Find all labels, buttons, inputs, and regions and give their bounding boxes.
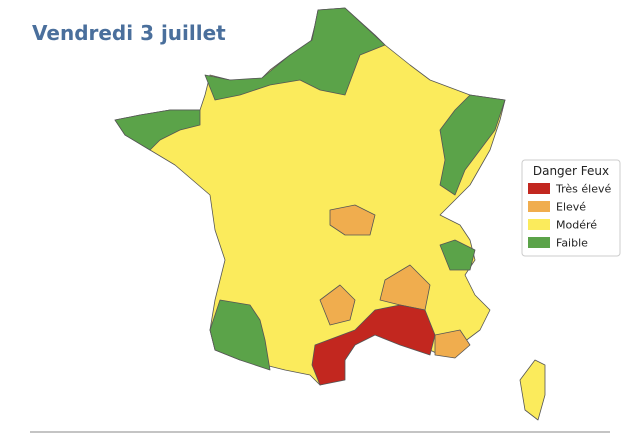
- region: [319, 284, 356, 326]
- france: [114, 7, 546, 421]
- legend-swatch: [528, 201, 550, 212]
- region: [114, 109, 201, 151]
- legend-swatch: [528, 237, 550, 248]
- legend: Danger Feux Très élevé Elevé Modéré Faible: [521, 159, 621, 257]
- region: [311, 304, 436, 386]
- legend-label: Très élevé: [555, 183, 611, 196]
- legend-title: Danger Feux: [533, 164, 609, 178]
- region: [434, 329, 471, 359]
- legend-swatch: [528, 183, 550, 194]
- region: [209, 299, 271, 371]
- region: [204, 7, 386, 101]
- legend-swatch: [528, 219, 550, 230]
- legend-label: Faible: [556, 237, 588, 250]
- title: Vendredi 3 juillet: [32, 21, 226, 45]
- region: [519, 359, 546, 421]
- region: [329, 204, 376, 236]
- region: [439, 94, 506, 196]
- region: [439, 239, 476, 271]
- legend-label: Elevé: [556, 201, 586, 214]
- legend-label: Modéré: [556, 219, 597, 232]
